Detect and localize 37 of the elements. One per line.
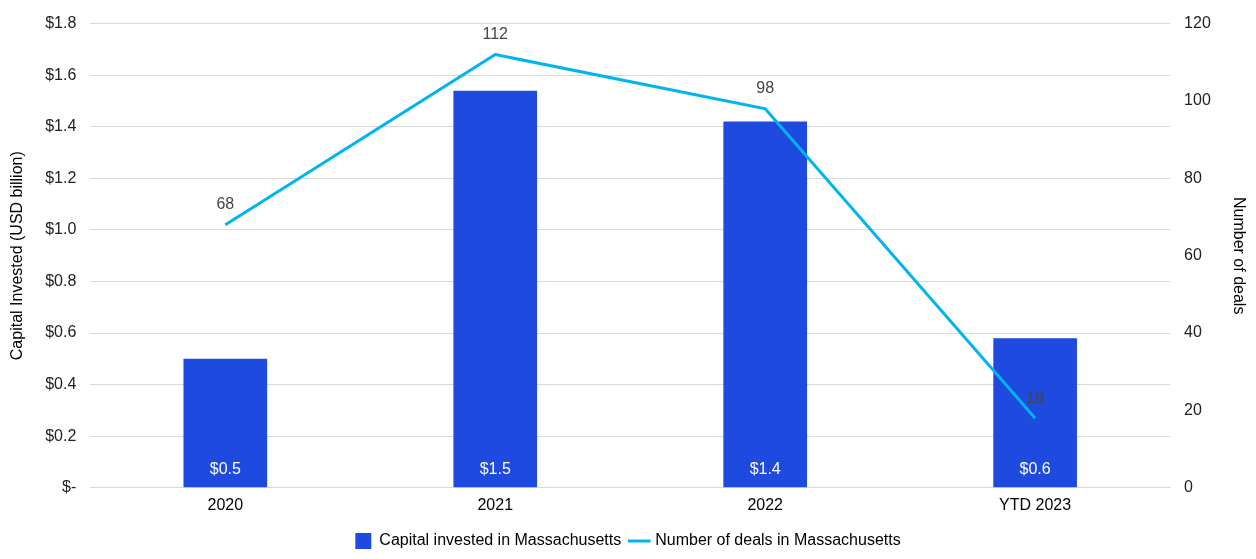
y-tick-label: $0.4	[45, 375, 77, 393]
data-label: $0.6	[1019, 460, 1051, 478]
y-tick-label: $0.2	[45, 426, 77, 444]
y-tick-label: $0.6	[45, 323, 77, 341]
y-tick-label: $-	[62, 478, 77, 496]
data-label: 98	[756, 79, 775, 97]
data-label: 68	[216, 195, 235, 213]
y-tick-label: $1.6	[45, 65, 77, 83]
y2-tick-label: 40	[1184, 323, 1202, 341]
y-axis-title: Capital Invested (USD billion)	[8, 151, 26, 361]
bar	[183, 358, 268, 488]
y2-tick-label: 60	[1184, 246, 1202, 264]
y-tick-label: $1.2	[45, 168, 77, 186]
bar	[993, 338, 1077, 488]
y2-tick-label: 120	[1184, 14, 1211, 32]
y-tick-label: $1.4	[45, 117, 77, 135]
y2-tick-label: 0	[1184, 478, 1194, 496]
y-tick-label: $1.0	[45, 220, 77, 238]
y2-axis-title: Number of deals	[1230, 197, 1248, 315]
data-label: 112	[482, 24, 509, 42]
x-tick-label: 2020	[207, 495, 244, 513]
data-label: $1.4	[749, 460, 781, 478]
bar	[453, 90, 538, 488]
x-tick-label: 2022	[747, 495, 784, 513]
y2-tick-label: 80	[1184, 168, 1202, 186]
x-tick-label: YTD 2023	[999, 495, 1072, 513]
y-tick-label: $1.8	[45, 14, 77, 32]
data-label: $1.5	[479, 460, 511, 478]
x-tick-label: 2021	[477, 495, 514, 513]
bar	[723, 121, 808, 488]
y-tick-label: $0.8	[45, 271, 77, 289]
y2-tick-label: 20	[1184, 400, 1202, 418]
legend-label: Capital invested in Massachusetts	[379, 531, 622, 549]
data-label: $0.5	[209, 460, 241, 478]
y2-tick-label: 100	[1184, 91, 1211, 109]
legend-label: Number of deals in Massachusetts	[655, 531, 901, 549]
data-label: 18	[1026, 388, 1045, 406]
